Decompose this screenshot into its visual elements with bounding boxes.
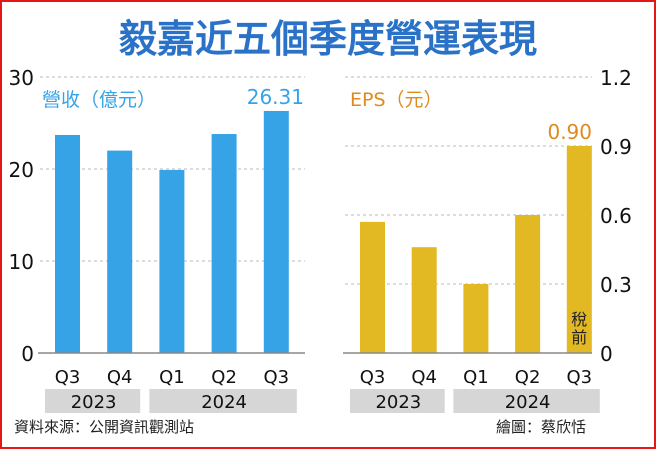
data-label: 26.31 xyxy=(247,85,304,109)
year-band xyxy=(350,389,445,413)
y-tick-label: 30 xyxy=(9,66,34,90)
data-label: 0.90 xyxy=(547,120,592,144)
bar xyxy=(211,134,237,353)
year-band xyxy=(45,389,141,413)
y-tick-label: 0 xyxy=(21,342,34,366)
x-tick-label: Q1 xyxy=(159,367,185,388)
bar xyxy=(159,169,185,353)
y-tick-label: 0.3 xyxy=(600,273,632,297)
year-band xyxy=(149,389,297,413)
y-tick-label: 10 xyxy=(9,250,34,274)
series-title: 營收（億元） xyxy=(42,89,156,111)
chart-title: 毅嘉近五個季度營運表現 xyxy=(119,17,537,61)
year-label: 2024 xyxy=(201,392,247,413)
bar xyxy=(107,150,133,353)
x-tick-label: Q1 xyxy=(463,367,489,388)
bar-annotation: 前 xyxy=(571,328,587,347)
y-tick-label: 20 xyxy=(9,158,34,182)
bar xyxy=(463,284,489,353)
year-label: 2024 xyxy=(505,392,551,413)
x-tick-label: Q2 xyxy=(515,367,541,388)
year-band xyxy=(453,389,600,413)
x-tick-label: Q3 xyxy=(55,367,81,388)
x-tick-label: Q4 xyxy=(107,367,133,388)
x-tick-label: Q3 xyxy=(263,367,289,388)
year-label: 2023 xyxy=(375,392,421,413)
credit-note: 繪圖：蔡欣恬 xyxy=(496,418,586,436)
source-note: 資料來源：公開資訊觀測站 xyxy=(14,418,194,436)
bar xyxy=(566,146,592,353)
x-tick-label: Q2 xyxy=(211,367,237,388)
y-tick-label: 0.9 xyxy=(600,135,632,159)
x-tick-label: Q3 xyxy=(360,367,386,388)
bar xyxy=(515,215,541,353)
year-label: 2023 xyxy=(71,392,117,413)
x-tick-label: Q3 xyxy=(566,367,592,388)
series-title: EPS（元） xyxy=(350,89,443,111)
bar xyxy=(360,221,385,353)
y-tick-label: 1.2 xyxy=(600,66,632,90)
bar xyxy=(55,134,80,353)
x-tick-label: Q4 xyxy=(411,367,437,388)
bar xyxy=(263,110,289,353)
bar xyxy=(411,247,437,353)
y-tick-label: 0 xyxy=(600,342,613,366)
bar-annotation: 稅 xyxy=(571,310,587,329)
y-tick-label: 0.6 xyxy=(600,204,632,228)
